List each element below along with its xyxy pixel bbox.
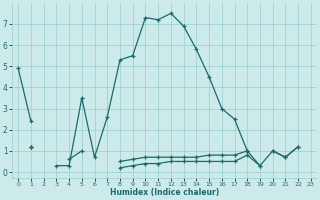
X-axis label: Humidex (Indice chaleur): Humidex (Indice chaleur) [110, 188, 219, 197]
